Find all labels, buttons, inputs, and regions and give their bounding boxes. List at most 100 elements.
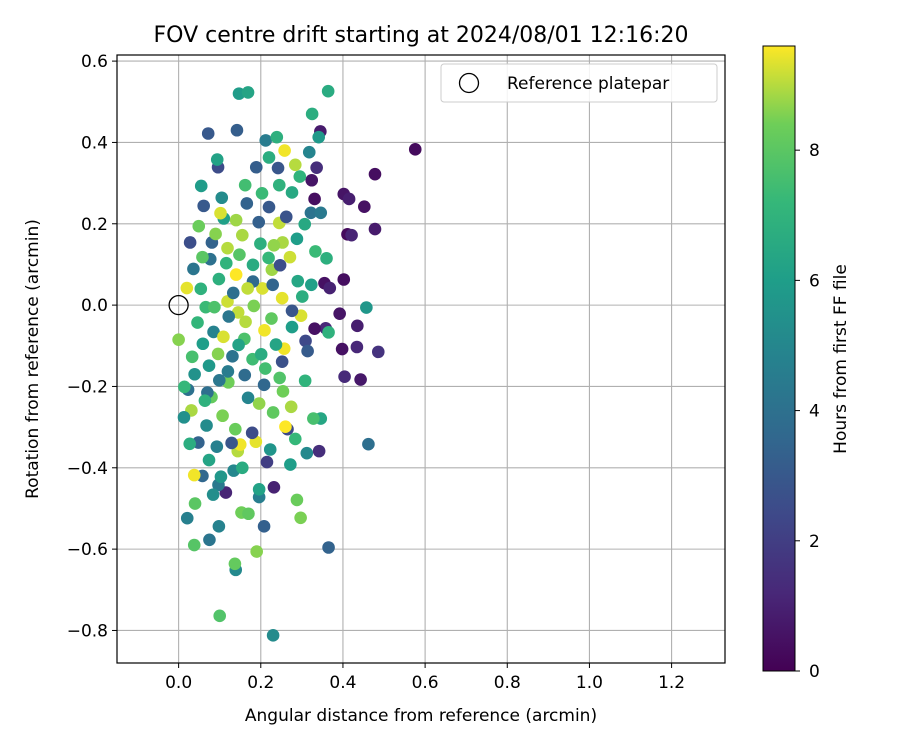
y-tick-label: −0.8	[67, 621, 108, 641]
data-point	[180, 511, 194, 525]
data-point	[333, 307, 346, 320]
data-point	[212, 374, 226, 387]
colorbar: 0 2 4 6 8 Hours from first FF file	[762, 45, 851, 682]
data-point	[312, 130, 326, 144]
data-point	[314, 206, 328, 220]
data-point	[259, 362, 272, 375]
data-point	[214, 470, 228, 484]
data-point	[208, 300, 221, 314]
data-point	[187, 468, 201, 482]
data-point	[192, 219, 206, 233]
data-point	[210, 440, 224, 453]
data-point	[260, 455, 274, 469]
data-point	[196, 337, 210, 351]
data-point	[230, 123, 244, 137]
x-tick-label: 0.2	[247, 673, 274, 693]
data-point	[368, 222, 382, 236]
data-point	[279, 420, 292, 434]
data-point	[273, 258, 287, 272]
data-point	[302, 145, 316, 159]
data-point	[249, 160, 263, 174]
colorbar-gradient	[762, 45, 796, 672]
data-point	[272, 178, 286, 192]
data-point	[259, 134, 273, 147]
data-point	[246, 258, 260, 272]
data-point	[177, 411, 191, 424]
data-point	[298, 217, 312, 231]
data-point	[358, 200, 371, 213]
data-point	[360, 301, 373, 314]
data-point	[222, 310, 236, 323]
data-point	[275, 355, 289, 368]
data-point	[215, 191, 229, 205]
data-point	[323, 281, 337, 295]
data-point	[345, 228, 358, 242]
data-point	[300, 446, 314, 460]
data-point	[273, 371, 286, 385]
data-point	[241, 391, 255, 405]
data-point	[270, 130, 284, 144]
data-point	[209, 227, 222, 241]
data-point	[288, 432, 302, 446]
colorbar-tick-label: 2	[809, 532, 820, 552]
reference-platepar-marker	[168, 294, 189, 316]
data-point	[362, 437, 375, 451]
data-point	[258, 324, 271, 337]
data-point	[291, 274, 305, 288]
data-point	[226, 286, 240, 300]
legend-entry-reference-platepar: Reference platepar	[507, 74, 669, 94]
x-axis: 0.0 0.2 0.4 0.6 0.8 1.0 1.2	[165, 663, 685, 693]
data-point	[284, 400, 298, 414]
data-point	[305, 278, 318, 292]
data-point	[335, 342, 349, 356]
data-point	[201, 127, 215, 140]
data-point	[285, 186, 299, 199]
data-point	[256, 282, 269, 295]
data-point	[252, 397, 266, 410]
data-point	[257, 378, 271, 392]
y-axis-label: Rotation from reference (arcmin)	[23, 219, 43, 499]
data-point	[178, 380, 191, 394]
data-point	[196, 250, 209, 264]
data-point	[290, 493, 304, 507]
colorbar-ticks: 0 2 4 6 8	[795, 141, 820, 682]
x-tick-label: 0.4	[329, 673, 356, 693]
data-point	[279, 210, 293, 224]
x-tick-label: 0.6	[412, 673, 439, 693]
data-point	[308, 192, 321, 206]
data-point	[257, 520, 271, 533]
data-point	[266, 278, 279, 292]
data-point	[262, 151, 276, 164]
x-tick-label: 1.2	[658, 673, 685, 693]
data-point	[263, 443, 277, 456]
data-point	[214, 206, 227, 220]
data-point	[213, 609, 227, 623]
data-point	[278, 144, 291, 157]
data-point	[242, 507, 255, 521]
data-point	[266, 406, 280, 419]
data-point	[247, 299, 261, 313]
y-tick-label: −0.2	[67, 377, 108, 397]
data-point	[240, 197, 254, 210]
data-point	[219, 256, 233, 270]
data-point	[207, 325, 220, 339]
y-axis: −0.8 −0.6 −0.4 −0.2 0.0 0.2 0.4 0.6	[67, 52, 117, 641]
data-point	[308, 322, 321, 336]
data-point	[266, 629, 280, 642]
data-point	[194, 282, 208, 296]
data-point	[225, 436, 238, 450]
data-point	[269, 338, 283, 351]
data-point	[238, 178, 252, 192]
y-tick-label: −0.4	[67, 459, 108, 479]
data-point	[238, 368, 252, 382]
data-point	[185, 350, 199, 364]
data-point	[216, 409, 229, 423]
data-point	[206, 488, 220, 501]
data-point	[299, 334, 312, 348]
data-point	[183, 236, 197, 249]
data-point	[250, 545, 263, 558]
data-point	[298, 374, 312, 388]
y-tick-label: 0.6	[81, 52, 108, 72]
data-point	[354, 373, 367, 386]
data-point	[312, 444, 326, 458]
